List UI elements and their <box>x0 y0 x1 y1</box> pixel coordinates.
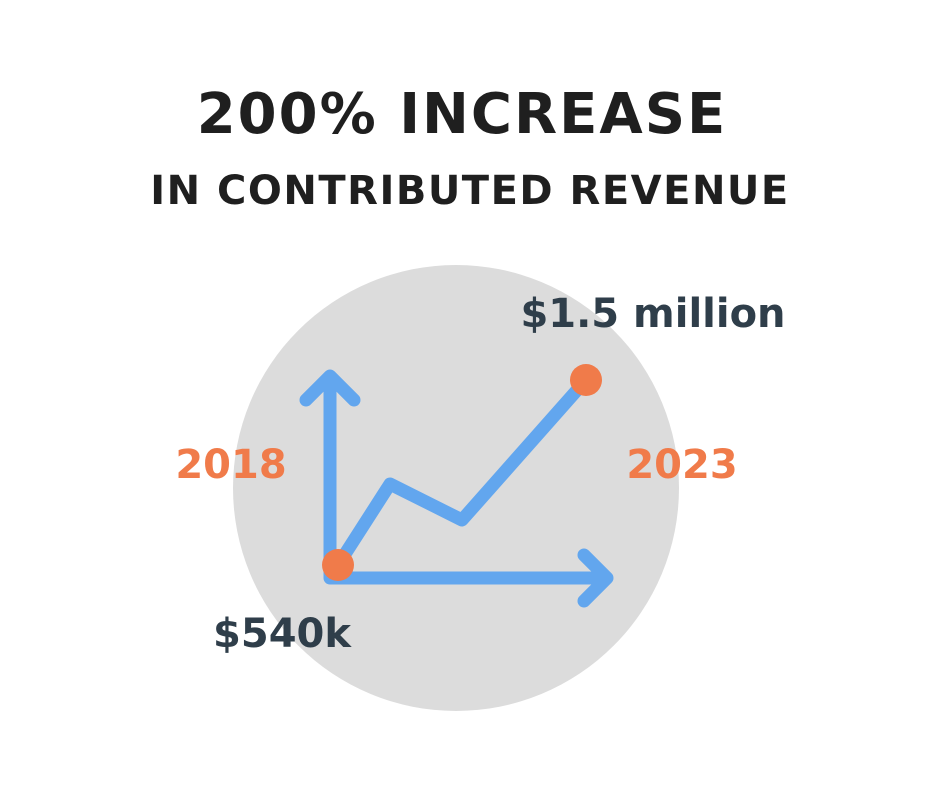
start-dot <box>322 549 354 581</box>
icon-trend-line <box>331 373 593 572</box>
end-year: 2023 <box>626 442 737 488</box>
circle-backdrop <box>233 265 679 711</box>
end-dot <box>570 364 602 396</box>
start-year: 2018 <box>175 442 286 488</box>
icon-arrow-up <box>299 369 361 407</box>
end-value: $1.5 million <box>520 291 785 337</box>
icon-arrow-right <box>577 548 614 608</box>
title: 200% INCREASE <box>197 82 728 147</box>
start-value: $540k <box>213 611 352 657</box>
subtitle: IN CONTRIBUTED REVENUE <box>150 168 789 214</box>
